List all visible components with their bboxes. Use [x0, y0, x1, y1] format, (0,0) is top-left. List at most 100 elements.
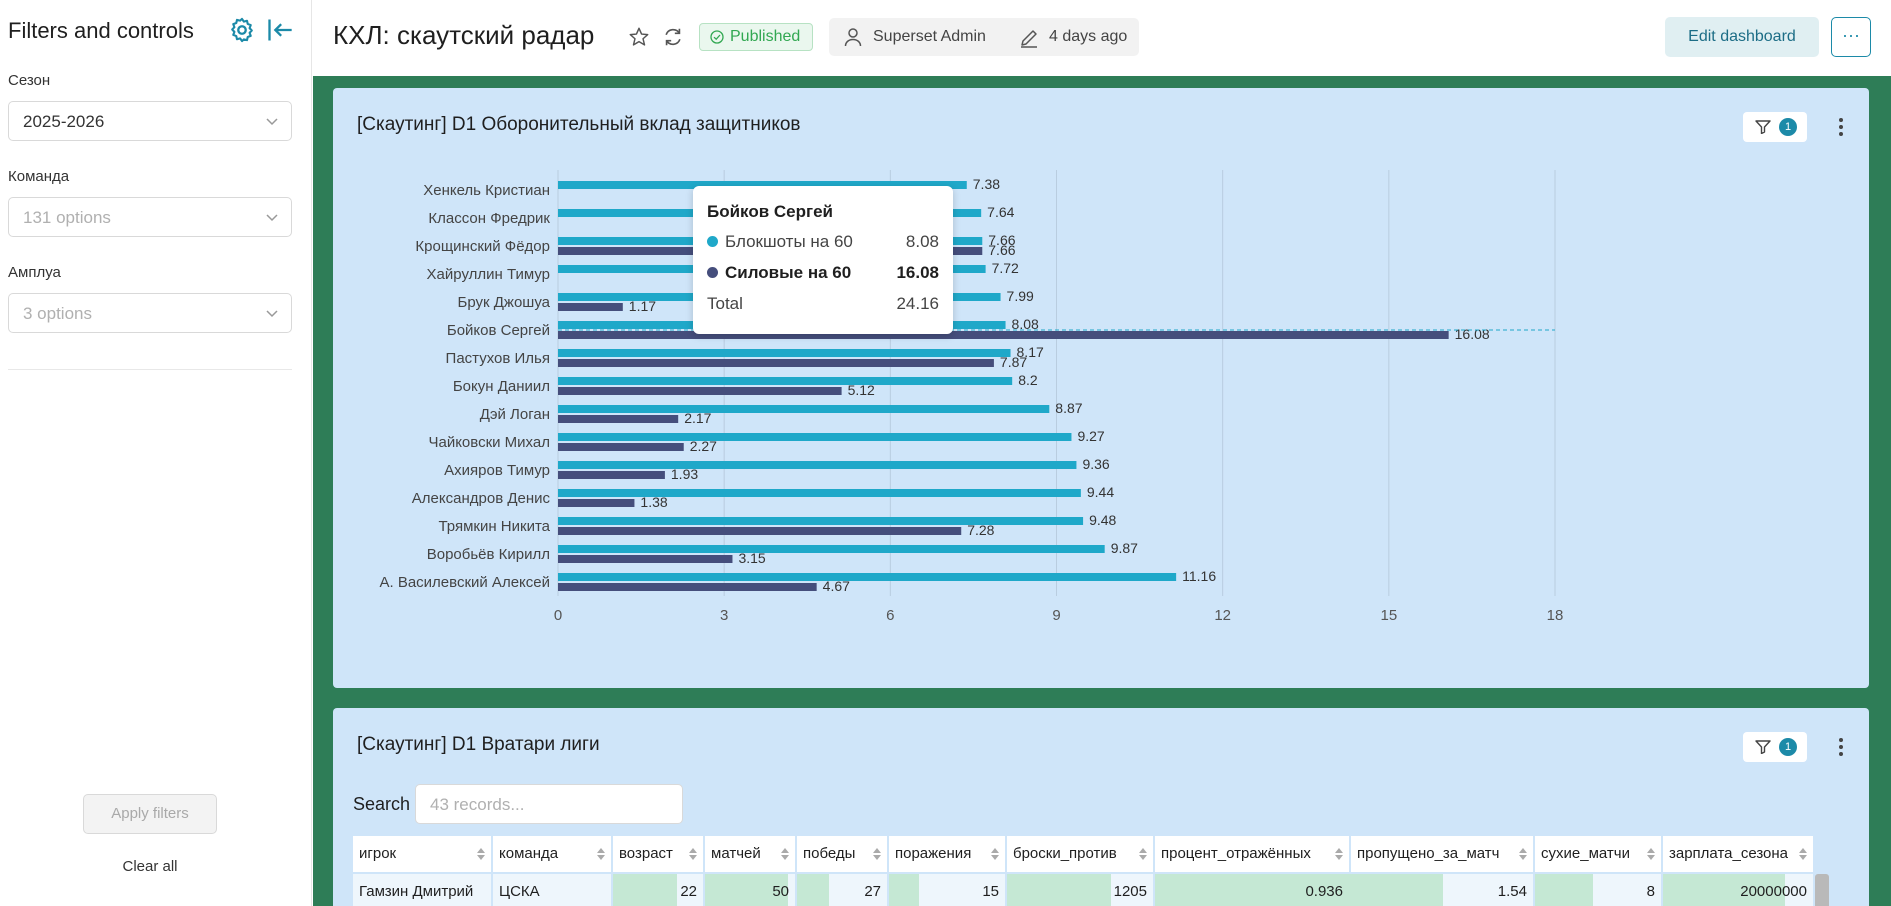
table-scrollbar[interactable] — [1815, 874, 1829, 906]
data-label: 8.17 — [1017, 344, 1044, 360]
data-label: 1.93 — [671, 466, 698, 482]
data-label: 8.08 — [1012, 316, 1039, 332]
column-header[interactable]: поражения — [889, 836, 1007, 872]
column-header-label: победы — [803, 845, 856, 862]
cell-bar — [797, 874, 830, 906]
tooltip-total-row: Total 24.16 — [707, 292, 939, 316]
bar-blockshots — [558, 461, 1077, 469]
dashboard-title[interactable]: КХЛ: скаутский радар — [333, 20, 595, 50]
y-tick-label: Бойков Сергей — [447, 322, 550, 339]
x-tick-label: 12 — [1214, 607, 1231, 624]
cell-bar — [889, 874, 919, 906]
table-filter-indicator[interactable]: 1 — [1743, 732, 1807, 762]
table-cell: Гамзин Дмитрий — [353, 874, 493, 906]
y-tick-label: Дэй Логан — [480, 406, 550, 423]
edit-dashboard-button[interactable]: Edit dashboard — [1665, 17, 1819, 57]
team-select[interactable]: 131 options — [8, 197, 292, 237]
bar-blockshots — [558, 405, 1050, 413]
column-header[interactable]: зарплата_сезона — [1663, 836, 1815, 872]
table-title: [Скаутинг] D1 Вратари лиги — [357, 734, 600, 755]
bar-chart[interactable]: 0 3 6 9 12 15 18 Хенкель Кристиан 7.38 Классон Фр… — [333, 88, 1869, 688]
edit-pencil-icon — [1021, 30, 1037, 48]
sort-icon — [991, 848, 999, 860]
y-tick-label: Брук Джошуа — [458, 294, 551, 311]
column-header[interactable]: игрок — [353, 836, 493, 872]
cell-bar — [1155, 874, 1351, 906]
data-label: 1.38 — [640, 494, 667, 510]
x-tick-label: 0 — [554, 607, 562, 624]
y-tick-label: А. Василевский Алексей — [379, 574, 550, 591]
data-label: 7.99 — [1007, 288, 1034, 304]
cell-bar — [1351, 874, 1443, 906]
column-header[interactable]: команда — [493, 836, 613, 872]
sidebar-divider — [8, 369, 292, 370]
bar-blockshots — [558, 517, 1084, 525]
data-label: 7.64 — [987, 204, 1014, 220]
column-header[interactable]: процент_отражённых — [1155, 836, 1351, 872]
table-cell: 20000000 — [1663, 874, 1815, 906]
bar-blockshots — [558, 489, 1081, 497]
refresh-icon[interactable] — [662, 26, 684, 48]
bar-hits — [558, 331, 1449, 339]
bar-hits — [558, 555, 733, 563]
tooltip-series-value: 16.08 — [896, 263, 939, 282]
column-header[interactable]: пропущено_за_матч — [1351, 836, 1535, 872]
column-header[interactable]: возраст — [613, 836, 705, 872]
x-tick-label: 15 — [1380, 607, 1397, 624]
chevron-down-icon — [266, 214, 278, 222]
data-label: 7.28 — [967, 522, 994, 538]
owner-name: Superset Admin — [873, 28, 986, 45]
tooltip-series-name: Блокшоты на 60 — [725, 232, 853, 251]
dashboard-header: КХЛ: скаутский радар Published Superset … — [313, 0, 1891, 76]
column-header-label: пропущено_за_матч — [1357, 845, 1500, 862]
column-header-label: игрок — [359, 845, 397, 862]
cell-value: 15 — [982, 883, 999, 900]
data-label: 2.27 — [690, 438, 717, 454]
y-tick-label: Классон Фредрик — [428, 210, 550, 227]
column-header[interactable]: матчей — [705, 836, 797, 872]
position-select[interactable]: 3 options — [8, 293, 292, 333]
chart-filter-indicator[interactable]: 1 — [1743, 112, 1807, 142]
modified-time: 4 days ago — [1049, 28, 1128, 45]
data-label: 11.16 — [1182, 568, 1216, 584]
data-label: 8.2 — [1018, 372, 1038, 388]
collapse-sidebar-icon[interactable] — [266, 16, 294, 44]
column-header-label: сухие_матчи — [1541, 845, 1630, 862]
filter-sidebar: Filters and controls Сезон 2025-2026 Ком… — [0, 0, 312, 906]
filter-icon — [1755, 740, 1771, 754]
table-cell: 8 — [1535, 874, 1663, 906]
apply-filters-button[interactable]: Apply filters — [83, 794, 217, 834]
column-header[interactable]: победы — [797, 836, 889, 872]
filter-count-badge: 1 — [1779, 118, 1797, 136]
column-header-label: матчей — [711, 845, 761, 862]
chart-menu-icon[interactable] — [1837, 116, 1845, 138]
more-options-button[interactable]: ··· — [1831, 17, 1871, 57]
clear-all-button[interactable]: Clear all — [122, 858, 178, 875]
data-label: 1.17 — [629, 298, 656, 314]
data-label: 3.15 — [738, 550, 765, 566]
star-icon[interactable] — [628, 26, 650, 48]
sort-icon — [1799, 848, 1807, 860]
data-label: 7.38 — [973, 176, 1000, 192]
published-status-badge[interactable]: Published — [699, 23, 814, 51]
table-search-input[interactable]: 43 records... — [415, 784, 683, 824]
x-tick-label: 3 — [720, 607, 728, 624]
bar-hits — [558, 359, 994, 367]
data-label: 7.66 — [988, 242, 1015, 258]
cell-value: ЦСКА — [499, 883, 540, 900]
column-header[interactable]: сухие_матчи — [1535, 836, 1663, 872]
data-label: 9.36 — [1082, 456, 1109, 472]
column-header[interactable]: броски_против — [1007, 836, 1155, 872]
table-cell: 27 — [797, 874, 889, 906]
y-tick-label: Воробьёв Кирилл — [427, 546, 550, 563]
table-panel: [Скаутинг] D1 Вратари лиги 1 Search 43 r… — [333, 708, 1869, 906]
bar-blockshots — [558, 349, 1011, 357]
filter-label-team: Команда — [8, 168, 70, 185]
season-select[interactable]: 2025-2026 — [8, 101, 292, 141]
sort-icon — [1139, 848, 1147, 860]
gear-icon[interactable] — [228, 16, 256, 44]
table-cell: 0.936 — [1155, 874, 1351, 906]
search-label: Search — [353, 794, 411, 814]
table-menu-icon[interactable] — [1837, 736, 1845, 758]
bar-hits — [558, 527, 962, 535]
